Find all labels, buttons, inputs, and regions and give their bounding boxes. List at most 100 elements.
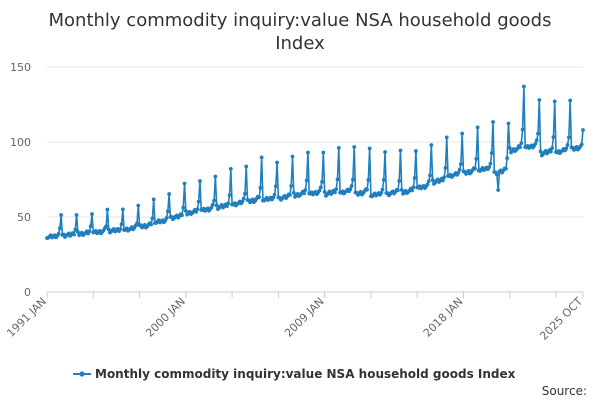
data-point[interactable] [396,188,400,193]
data-point[interactable] [397,179,402,183]
data-point[interactable] [429,143,434,147]
data-point[interactable] [456,171,461,175]
data-point[interactable] [425,182,430,187]
data-point[interactable] [241,196,246,201]
data-point[interactable] [257,195,261,200]
data-point[interactable] [150,216,155,221]
data-point[interactable] [566,135,571,140]
data-point[interactable] [289,183,294,188]
data-point[interactable] [275,160,279,165]
data-point[interactable] [519,141,524,146]
data-point[interactable] [182,181,187,186]
legend[interactable]: Monthly commodity inquiry:value NSA hous… [73,367,516,381]
data-point[interactable] [334,187,339,192]
data-point[interactable] [487,165,492,170]
data-point[interactable] [336,146,341,150]
data-point[interactable] [321,150,326,155]
data-point[interactable] [198,179,202,183]
data-point[interactable] [167,192,172,196]
data-point[interactable] [460,131,465,136]
data-point[interactable] [318,185,323,190]
data-point[interactable] [243,191,247,196]
data-point[interactable] [552,99,557,104]
data-point[interactable] [302,191,306,196]
data-point[interactable] [440,178,445,183]
data-point[interactable] [533,141,538,146]
data-point[interactable] [87,229,92,234]
data-point[interactable] [272,192,277,197]
data-point[interactable] [398,148,403,153]
data-point[interactable] [536,131,540,136]
data-point[interactable] [579,142,584,147]
data-point[interactable] [534,138,539,143]
data-point[interactable] [503,166,508,171]
data-point[interactable] [551,135,556,140]
data-point[interactable] [290,154,295,159]
data-point[interactable] [565,142,570,147]
data-point[interactable] [59,213,64,217]
data-point[interactable] [181,205,186,210]
data-point[interactable] [537,98,542,102]
data-point[interactable] [430,178,435,182]
data-point[interactable] [380,187,385,192]
data-point[interactable] [521,84,526,89]
data-point[interactable] [444,135,449,140]
data-point[interactable] [581,128,585,132]
data-point[interactable] [72,232,76,237]
data-point[interactable] [349,184,354,188]
data-point[interactable] [348,187,353,192]
data-point[interactable] [151,197,156,202]
data-point[interactable] [288,193,292,197]
data-point[interactable] [443,165,448,170]
data-point[interactable] [104,224,109,229]
data-point[interactable] [226,201,231,206]
data-point[interactable] [74,213,79,217]
data-point[interactable] [383,150,387,154]
data-point[interactable] [306,150,310,155]
data-point[interactable] [507,146,512,150]
data-point[interactable] [518,145,522,150]
data-point[interactable] [195,207,200,212]
data-point[interactable] [213,174,218,179]
data-point[interactable] [411,185,416,190]
data-point[interactable] [568,98,573,103]
data-point[interactable] [428,173,432,178]
data-point[interactable] [381,177,386,182]
data-point[interactable] [271,195,276,200]
data-point[interactable] [90,212,94,216]
data-point[interactable] [410,188,414,193]
data-point[interactable] [57,226,62,231]
data-point[interactable] [491,120,495,124]
data-point[interactable] [136,203,141,208]
data-point[interactable] [320,180,324,184]
data-point[interactable] [228,167,233,171]
data-point[interactable] [164,216,169,221]
data-point[interactable] [322,190,327,194]
data-point[interactable] [426,179,431,184]
data-point[interactable] [475,125,480,130]
data-point[interactable] [183,209,188,213]
data-point[interactable] [399,188,404,192]
data-point[interactable] [227,193,232,198]
data-point[interactable] [412,175,417,180]
data-point[interactable] [494,172,499,177]
data-point[interactable] [351,177,355,182]
data-point[interactable] [414,149,418,153]
data-point[interactable] [105,207,110,212]
data-point[interactable] [73,227,78,232]
data-point[interactable] [366,178,371,182]
data-point[interactable] [458,162,463,166]
data-point[interactable] [273,184,278,189]
data-point[interactable] [365,187,369,192]
data-point[interactable] [180,213,184,218]
data-point[interactable] [548,149,553,154]
source-label[interactable]: Source: [542,384,587,398]
data-point[interactable] [564,146,569,151]
data-point[interactable] [119,222,124,227]
data-point[interactable] [488,161,493,166]
data-point[interactable] [196,199,201,204]
data-point[interactable] [88,224,93,229]
data-point[interactable] [520,127,525,132]
data-point[interactable] [210,202,215,207]
data-point[interactable] [56,231,61,236]
